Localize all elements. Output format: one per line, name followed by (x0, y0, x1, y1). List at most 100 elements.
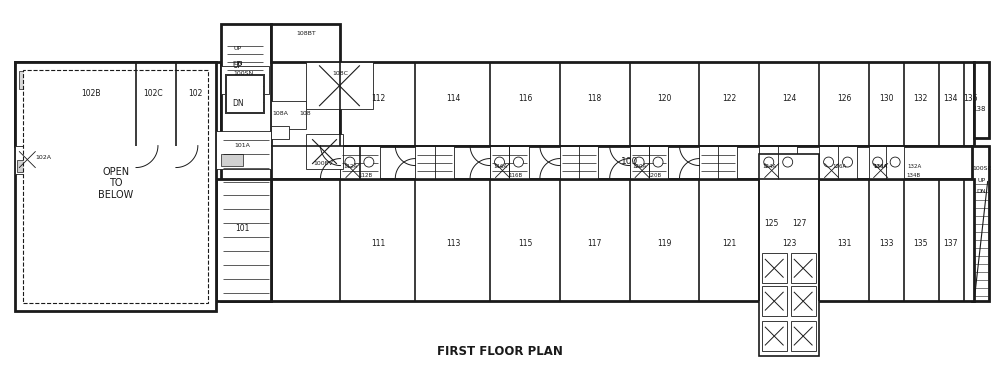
Bar (869, 146, 904, 178)
Text: 122: 122 (722, 94, 736, 103)
Text: DN: DN (233, 61, 243, 66)
Bar (974, 62, 989, 138)
Bar (560, 146, 598, 178)
Bar (23, 70, 208, 303)
Bar (819, 146, 857, 178)
Bar (176, 257, 192, 273)
Text: 125: 125 (764, 219, 778, 228)
Bar (759, 153, 819, 356)
Text: 115: 115 (518, 239, 532, 248)
Bar (15, 62, 216, 311)
Text: FIRST FLOOR PLAN: FIRST FLOOR PLAN (437, 345, 563, 357)
Text: 116A: 116A (493, 164, 507, 169)
Bar (306, 134, 343, 168)
Text: UP: UP (978, 178, 986, 183)
Circle shape (513, 157, 523, 167)
Bar (791, 286, 816, 316)
Text: 112A: 112A (343, 164, 358, 169)
Bar (271, 126, 289, 139)
Text: 134: 134 (943, 94, 958, 103)
Bar (762, 321, 787, 351)
Text: 123: 123 (782, 239, 796, 248)
Bar (19, 71, 69, 89)
Text: 102B: 102B (81, 89, 101, 98)
Bar (271, 178, 974, 301)
Bar (221, 66, 269, 94)
Circle shape (783, 157, 793, 167)
Bar (101, 257, 117, 273)
Bar (972, 146, 989, 301)
Text: 111: 111 (371, 239, 385, 248)
Bar (225, 74, 265, 114)
Text: 120A: 120A (632, 164, 647, 169)
Text: 124A: 124A (762, 164, 776, 169)
Bar (762, 253, 787, 283)
Text: 130: 130 (880, 94, 894, 103)
Circle shape (345, 157, 355, 167)
Text: 108BT: 108BT (297, 32, 316, 36)
Circle shape (873, 157, 883, 167)
Bar (630, 146, 668, 178)
Bar (76, 71, 126, 89)
Text: 126: 126 (837, 94, 851, 103)
Text: 124: 124 (782, 94, 796, 103)
Bar (271, 24, 340, 62)
Bar (759, 146, 797, 178)
Text: 100EV: 100EV (314, 161, 333, 166)
Bar (490, 146, 529, 178)
Circle shape (364, 157, 374, 167)
Bar (340, 62, 974, 146)
Circle shape (890, 157, 900, 167)
Text: 112B: 112B (358, 173, 372, 178)
Circle shape (764, 157, 774, 167)
Circle shape (843, 157, 853, 167)
Text: DN: DN (977, 189, 986, 194)
Bar (36, 257, 52, 273)
Text: 102: 102 (189, 89, 203, 98)
Text: 138: 138 (972, 106, 985, 112)
Bar (36, 143, 52, 159)
Bar (221, 24, 271, 301)
Text: 102A: 102A (35, 155, 51, 160)
Text: UP: UP (233, 61, 243, 70)
Bar (699, 146, 737, 178)
Bar (490, 146, 528, 178)
Text: 135: 135 (914, 239, 928, 248)
Bar (415, 146, 454, 178)
Text: 137: 137 (943, 239, 958, 248)
Text: 100: 100 (621, 157, 638, 166)
Bar (15, 62, 221, 146)
Bar (340, 146, 378, 178)
Text: 134B: 134B (907, 173, 921, 178)
Bar (271, 101, 306, 129)
Text: 131: 131 (837, 239, 851, 248)
Text: 118: 118 (588, 94, 602, 103)
Text: 116B: 116B (508, 173, 522, 178)
Text: 108C: 108C (332, 71, 348, 76)
Circle shape (653, 157, 663, 167)
Circle shape (634, 157, 644, 167)
Text: 102C: 102C (143, 89, 163, 98)
Text: 119: 119 (657, 239, 672, 248)
Bar (340, 146, 380, 178)
Bar (221, 153, 243, 166)
Bar (630, 146, 668, 178)
Text: 132A: 132A (908, 164, 922, 169)
Text: 100SE: 100SE (972, 166, 991, 171)
Circle shape (824, 157, 834, 167)
Text: UP: UP (234, 46, 242, 51)
Circle shape (495, 157, 504, 167)
Text: 114: 114 (446, 94, 460, 103)
Text: 127: 127 (792, 219, 806, 228)
Text: 134A: 134A (874, 164, 888, 169)
Text: 133: 133 (880, 239, 894, 248)
Text: 116: 116 (518, 94, 532, 103)
Bar (15, 146, 80, 174)
Bar (791, 253, 816, 283)
Text: 132: 132 (914, 94, 928, 103)
Text: 100SN: 100SN (234, 71, 254, 76)
Bar (216, 178, 271, 301)
Text: 120: 120 (657, 94, 672, 103)
Text: 121: 121 (722, 239, 736, 248)
Text: 101A: 101A (235, 143, 251, 148)
